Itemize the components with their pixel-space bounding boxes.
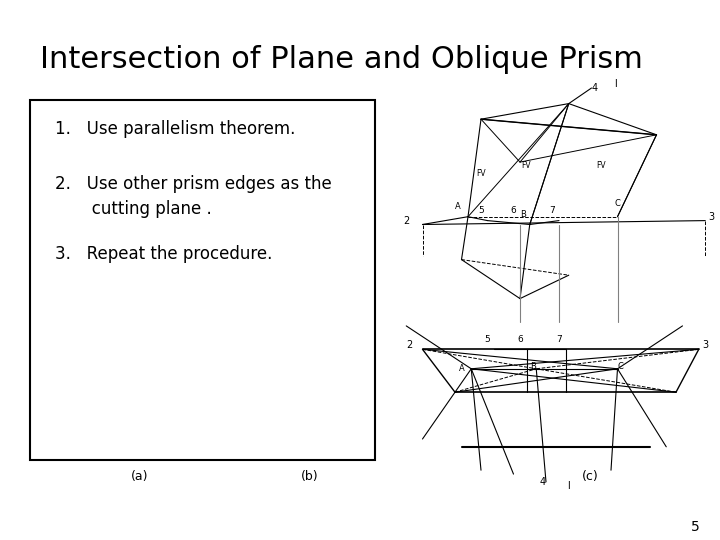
Text: 2: 2 <box>406 340 413 350</box>
Text: B: B <box>530 362 536 372</box>
Text: 5: 5 <box>691 520 700 534</box>
Bar <box>30 100 375 460</box>
Text: 2.   Use other prism edges as the
       cutting plane .: 2. Use other prism edges as the cutting … <box>55 175 332 218</box>
Text: 1.   Use parallelism theorem.: 1. Use parallelism theorem. <box>55 120 295 138</box>
Text: Intersection of Plane and Oblique Prism: Intersection of Plane and Oblique Prism <box>40 45 643 74</box>
Text: B: B <box>521 210 526 219</box>
Text: 7: 7 <box>549 206 555 215</box>
Text: (c): (c) <box>582 470 598 483</box>
Text: FV: FV <box>522 161 531 171</box>
Text: l: l <box>614 79 617 89</box>
Text: 7: 7 <box>556 335 562 344</box>
Text: (a): (a) <box>131 470 149 483</box>
Text: 4: 4 <box>540 477 546 487</box>
Text: 3: 3 <box>702 340 708 350</box>
Text: 4: 4 <box>592 83 598 93</box>
Text: 3: 3 <box>708 212 715 222</box>
Text: C: C <box>618 362 624 372</box>
Text: 6: 6 <box>510 206 516 215</box>
Text: l: l <box>567 481 570 491</box>
Text: 5: 5 <box>485 335 490 344</box>
Text: FV: FV <box>596 161 606 171</box>
Text: A: A <box>459 364 464 373</box>
Text: 3.   Repeat the procedure.: 3. Repeat the procedure. <box>55 245 272 263</box>
Text: FV: FV <box>476 170 486 178</box>
Text: A: A <box>455 202 461 212</box>
Text: 6: 6 <box>517 335 523 344</box>
Text: (b): (b) <box>301 470 319 483</box>
Text: C: C <box>615 199 621 207</box>
Text: 2: 2 <box>403 215 410 226</box>
Text: 5: 5 <box>478 206 484 215</box>
